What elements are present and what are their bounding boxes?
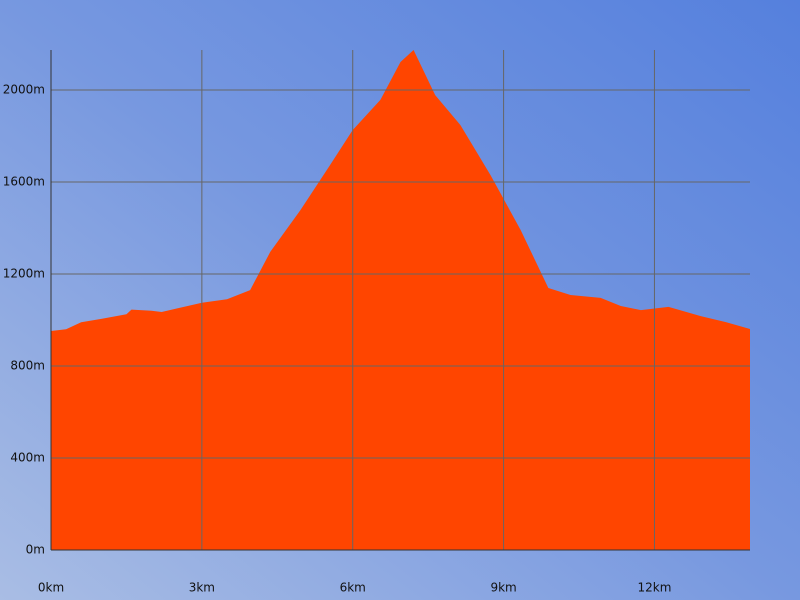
x-tick-label: 12km bbox=[637, 581, 671, 595]
x-tick-label: 9km bbox=[490, 581, 516, 595]
y-tick-label: 400m bbox=[10, 451, 45, 465]
y-tick-label: 800m bbox=[10, 359, 45, 373]
elevation-area bbox=[51, 50, 750, 550]
y-tick-label: 1600m bbox=[3, 175, 45, 189]
y-tick-label: 0m bbox=[26, 543, 45, 557]
x-tick-label: 0km bbox=[38, 581, 64, 595]
x-tick-label: 3km bbox=[189, 581, 215, 595]
y-tick-label: 1200m bbox=[3, 267, 45, 281]
y-tick-label: 2000m bbox=[3, 83, 45, 97]
x-tick-label: 6km bbox=[340, 581, 366, 595]
